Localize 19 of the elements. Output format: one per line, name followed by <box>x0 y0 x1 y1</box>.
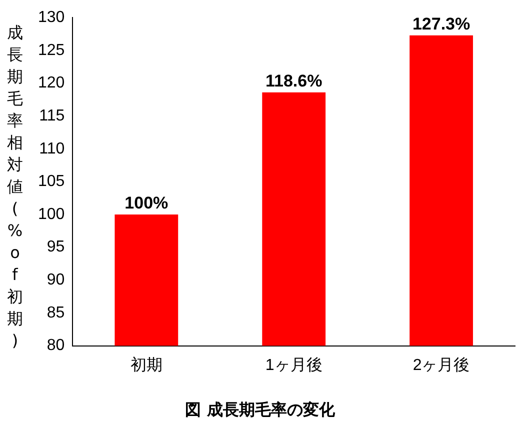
y-tick-label: 95 <box>46 238 65 256</box>
y-tick-label: 125 <box>38 42 65 59</box>
y-tick-label: 85 <box>46 304 65 322</box>
data-label: 127.3% <box>412 14 470 34</box>
y-tick-label: 100 <box>38 206 65 223</box>
y-tick-label: 110 <box>39 140 65 158</box>
x-tick-label: 2ヶ月後 <box>412 356 470 374</box>
x-tick-label: 1ヶ月後 <box>265 356 322 374</box>
y-tick-label: 105 <box>38 173 65 190</box>
y-tick-label: 90 <box>46 272 65 289</box>
x-tick-label: 初期 <box>130 356 162 374</box>
y-tick-label: 130 <box>38 9 65 26</box>
y-tick-label: 80 <box>46 337 65 354</box>
y-tick-label: 120 <box>38 74 65 92</box>
data-label: 118.6% <box>265 72 322 91</box>
data-label: 100% <box>124 194 168 213</box>
y-tick-label: 115 <box>39 107 65 124</box>
text: 成長期毛率相対値(%of初期) <box>7 23 23 350</box>
text: 図 成長期毛率の変化 <box>184 400 336 421</box>
